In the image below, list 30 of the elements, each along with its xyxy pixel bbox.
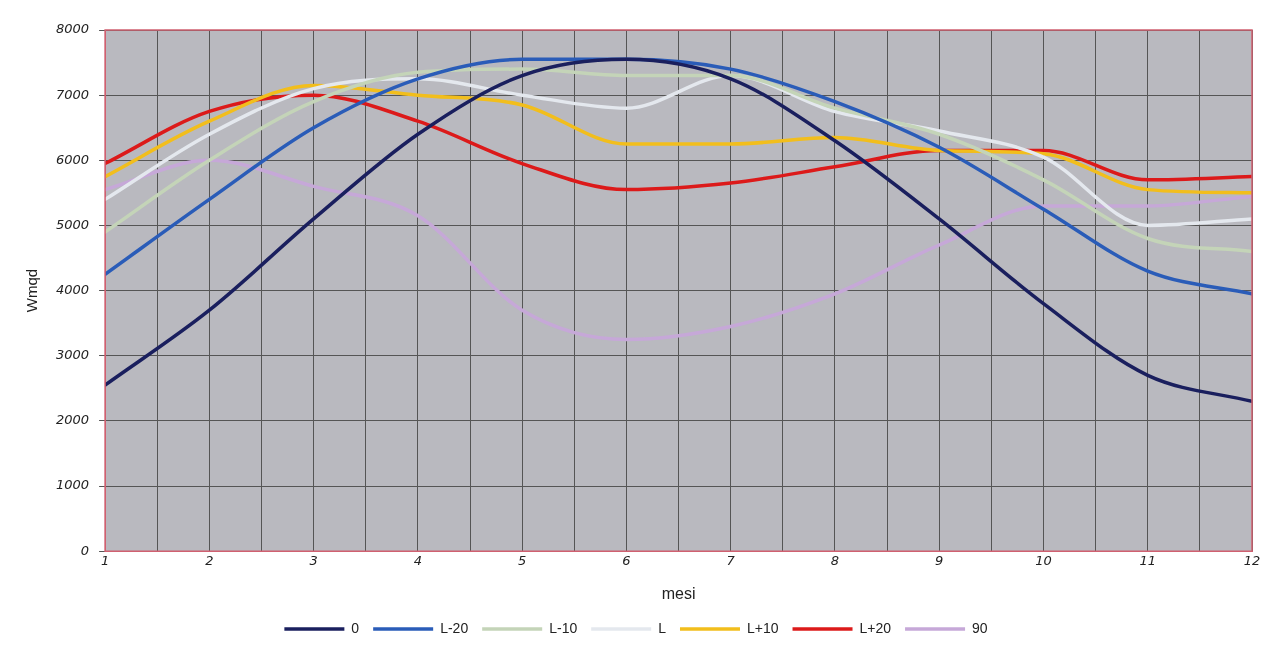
x-tick-label: 6 [622,553,631,569]
legend-label: L [658,619,667,636]
legend-label: L-20 [440,619,469,636]
y-tick-label: 2000 [55,412,90,428]
x-tick-label: 3 [309,553,318,569]
x-tick-label: 2 [205,553,214,569]
legend-label: L+20 [859,619,892,636]
x-tick-label: 5 [518,553,527,569]
x-tick-label: 12 [1243,553,1261,569]
legend-label: L-10 [549,619,578,636]
y-tick-label: 4000 [55,281,90,297]
x-axis-title: mesi [661,584,696,602]
x-tick-label: 9 [935,553,944,569]
x-tick-label: 11 [1139,553,1157,569]
y-tick-label: 1000 [55,477,90,493]
x-tick-label: 8 [830,553,840,569]
x-tick-label: 4 [413,553,423,569]
legend-label: L+10 [746,619,779,636]
legend-label: 90 [972,619,988,636]
legend-label: 0 [351,619,360,636]
y-tick-label: 6000 [55,151,90,167]
y-tick-label: 5000 [55,216,90,232]
x-tick-label: 10 [1035,553,1052,569]
y-tick-label: 0 [80,542,90,558]
x-tick-label: 1 [100,553,110,569]
y-tick-label: 3000 [55,347,90,363]
y-axis-title: Wmqd [23,268,41,313]
x-tick-label: 7 [726,553,736,569]
y-tick-label: 8000 [55,21,90,37]
y-tick-label: 7000 [55,86,90,102]
